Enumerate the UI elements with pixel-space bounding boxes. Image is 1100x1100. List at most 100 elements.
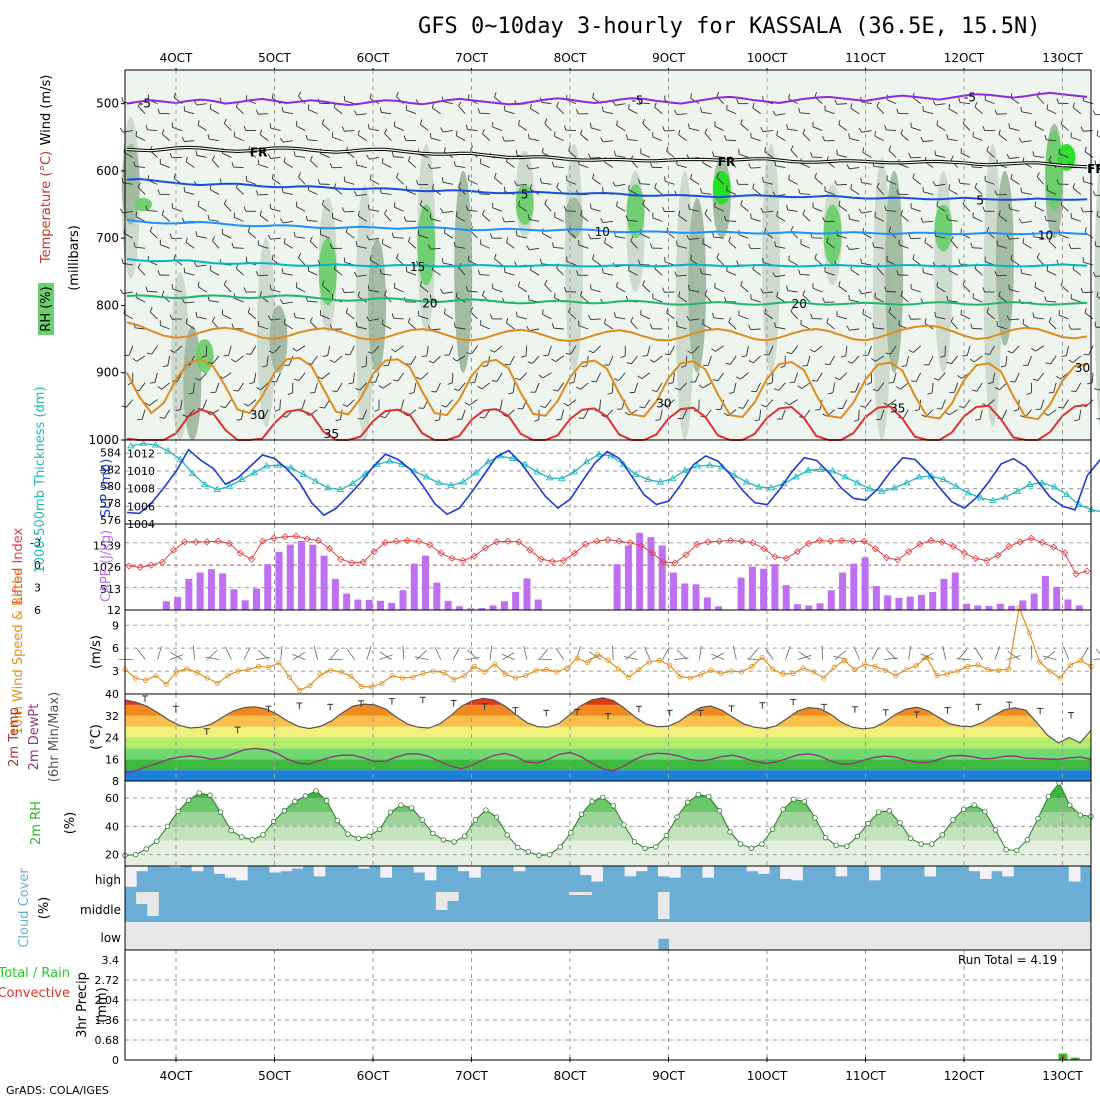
wind-barb bbox=[1021, 220, 1032, 224]
rh2m-marker bbox=[822, 834, 829, 841]
wind-barb bbox=[332, 217, 343, 222]
wind-barb-flag bbox=[1036, 252, 1040, 258]
wind-barb bbox=[458, 105, 466, 115]
wind-barb-flag bbox=[534, 419, 540, 422]
cloud-clear-cell bbox=[224, 922, 237, 950]
wind-barb bbox=[989, 345, 996, 355]
wind-barb bbox=[566, 99, 577, 105]
wind-barb-flag bbox=[724, 296, 727, 302]
wind-barb bbox=[873, 327, 884, 330]
wind10m-marker bbox=[358, 683, 364, 689]
wind-barb bbox=[861, 291, 872, 295]
wind-barb bbox=[763, 291, 774, 294]
wind-barb-flag bbox=[231, 323, 235, 329]
wind-barb bbox=[138, 382, 146, 392]
wind-barb bbox=[850, 269, 860, 276]
wind-barb-flag bbox=[403, 413, 409, 417]
wind-barb-flag bbox=[515, 230, 518, 236]
thickness-marker bbox=[385, 457, 394, 464]
thickness-marker bbox=[151, 441, 160, 448]
cloud-clear-cell bbox=[180, 922, 193, 950]
wind-barb bbox=[210, 409, 220, 416]
thickness-marker bbox=[976, 494, 985, 501]
wind10m-marker bbox=[810, 669, 817, 675]
cloud-clear-cell bbox=[313, 866, 326, 877]
cape-bar bbox=[895, 597, 903, 610]
wind10m-barb bbox=[957, 648, 968, 660]
wind-barb bbox=[247, 399, 257, 407]
wind-barb-flag bbox=[366, 154, 370, 160]
li-marker bbox=[804, 539, 813, 548]
wind-barb bbox=[976, 382, 983, 392]
wind-barb bbox=[356, 245, 367, 249]
wind-barb bbox=[816, 372, 823, 382]
wind-barb bbox=[1009, 157, 1020, 159]
wind-barb bbox=[873, 165, 884, 168]
wind-barb bbox=[676, 274, 687, 277]
wind-barb bbox=[516, 235, 527, 239]
wind-barb-flag bbox=[822, 136, 825, 141]
wind-barb-flag bbox=[565, 352, 571, 355]
wind-barb bbox=[802, 133, 811, 141]
temp-band bbox=[125, 726, 1091, 738]
wind-barb-flag bbox=[602, 106, 604, 112]
cloud-clear-cell bbox=[324, 922, 337, 950]
wind-barb-flag bbox=[678, 210, 681, 216]
wind-barb-flag bbox=[169, 314, 173, 320]
wind-barb bbox=[529, 167, 540, 170]
wind-barb bbox=[776, 135, 786, 142]
wind-barb-flag bbox=[1032, 378, 1038, 382]
wind-barb-flag bbox=[453, 241, 456, 247]
wind-barb-flag bbox=[592, 254, 595, 260]
wind-barb bbox=[356, 274, 367, 277]
wind-barb-flag bbox=[630, 316, 634, 322]
wind-barb-flag bbox=[1092, 191, 1096, 196]
wind-barb-flag bbox=[998, 129, 1001, 135]
wind-barb bbox=[556, 106, 565, 115]
wind-barb bbox=[631, 355, 638, 365]
wind-barb bbox=[320, 153, 330, 158]
temp-band bbox=[125, 715, 1091, 727]
li-marker bbox=[793, 548, 801, 556]
wind-barb bbox=[886, 179, 897, 185]
wind-barb bbox=[702, 323, 712, 330]
wind-barb bbox=[560, 409, 565, 420]
cloud-clear-cell bbox=[702, 922, 714, 950]
wind-barb-flag bbox=[271, 173, 274, 179]
wind-barb bbox=[504, 271, 515, 276]
wind-barb-flag bbox=[994, 190, 998, 196]
wind-barb-flag bbox=[698, 384, 704, 389]
contour-label: 10 bbox=[595, 225, 610, 239]
wind-barb-flag bbox=[776, 130, 779, 136]
wind-barb-flag bbox=[798, 269, 801, 275]
contour-label: FR bbox=[250, 146, 267, 160]
wind-barb-flag bbox=[466, 352, 472, 355]
wind-barb-flag bbox=[908, 153, 912, 158]
wind-barb bbox=[615, 316, 626, 320]
wind-barb-flag bbox=[342, 404, 348, 407]
wind-barb-flag bbox=[760, 207, 764, 213]
wind-barb bbox=[888, 150, 897, 158]
wind-barb-flag bbox=[1000, 365, 1006, 368]
wind-barb bbox=[393, 237, 404, 239]
wind-barb-flag bbox=[616, 281, 618, 288]
wind-barb bbox=[356, 113, 367, 116]
rh2m-marker bbox=[663, 832, 670, 839]
wind-barb bbox=[941, 399, 946, 410]
wind-barb bbox=[164, 409, 171, 419]
wind10m-barb bbox=[329, 648, 339, 660]
wind-barb bbox=[640, 233, 651, 239]
wind-barb bbox=[530, 108, 540, 115]
wind-barb-flag bbox=[592, 173, 595, 179]
li-marker bbox=[972, 554, 980, 562]
wind-barb bbox=[151, 345, 158, 355]
wind-barb bbox=[196, 316, 207, 320]
wind-barb-flag bbox=[298, 252, 302, 258]
wind10m-barb bbox=[379, 654, 393, 661]
cloud-clear-cell bbox=[946, 922, 959, 950]
cape-bar bbox=[422, 555, 430, 610]
wind-barb bbox=[677, 245, 687, 249]
wind-barb-flag bbox=[391, 313, 395, 319]
rh2m-marker bbox=[791, 796, 797, 803]
